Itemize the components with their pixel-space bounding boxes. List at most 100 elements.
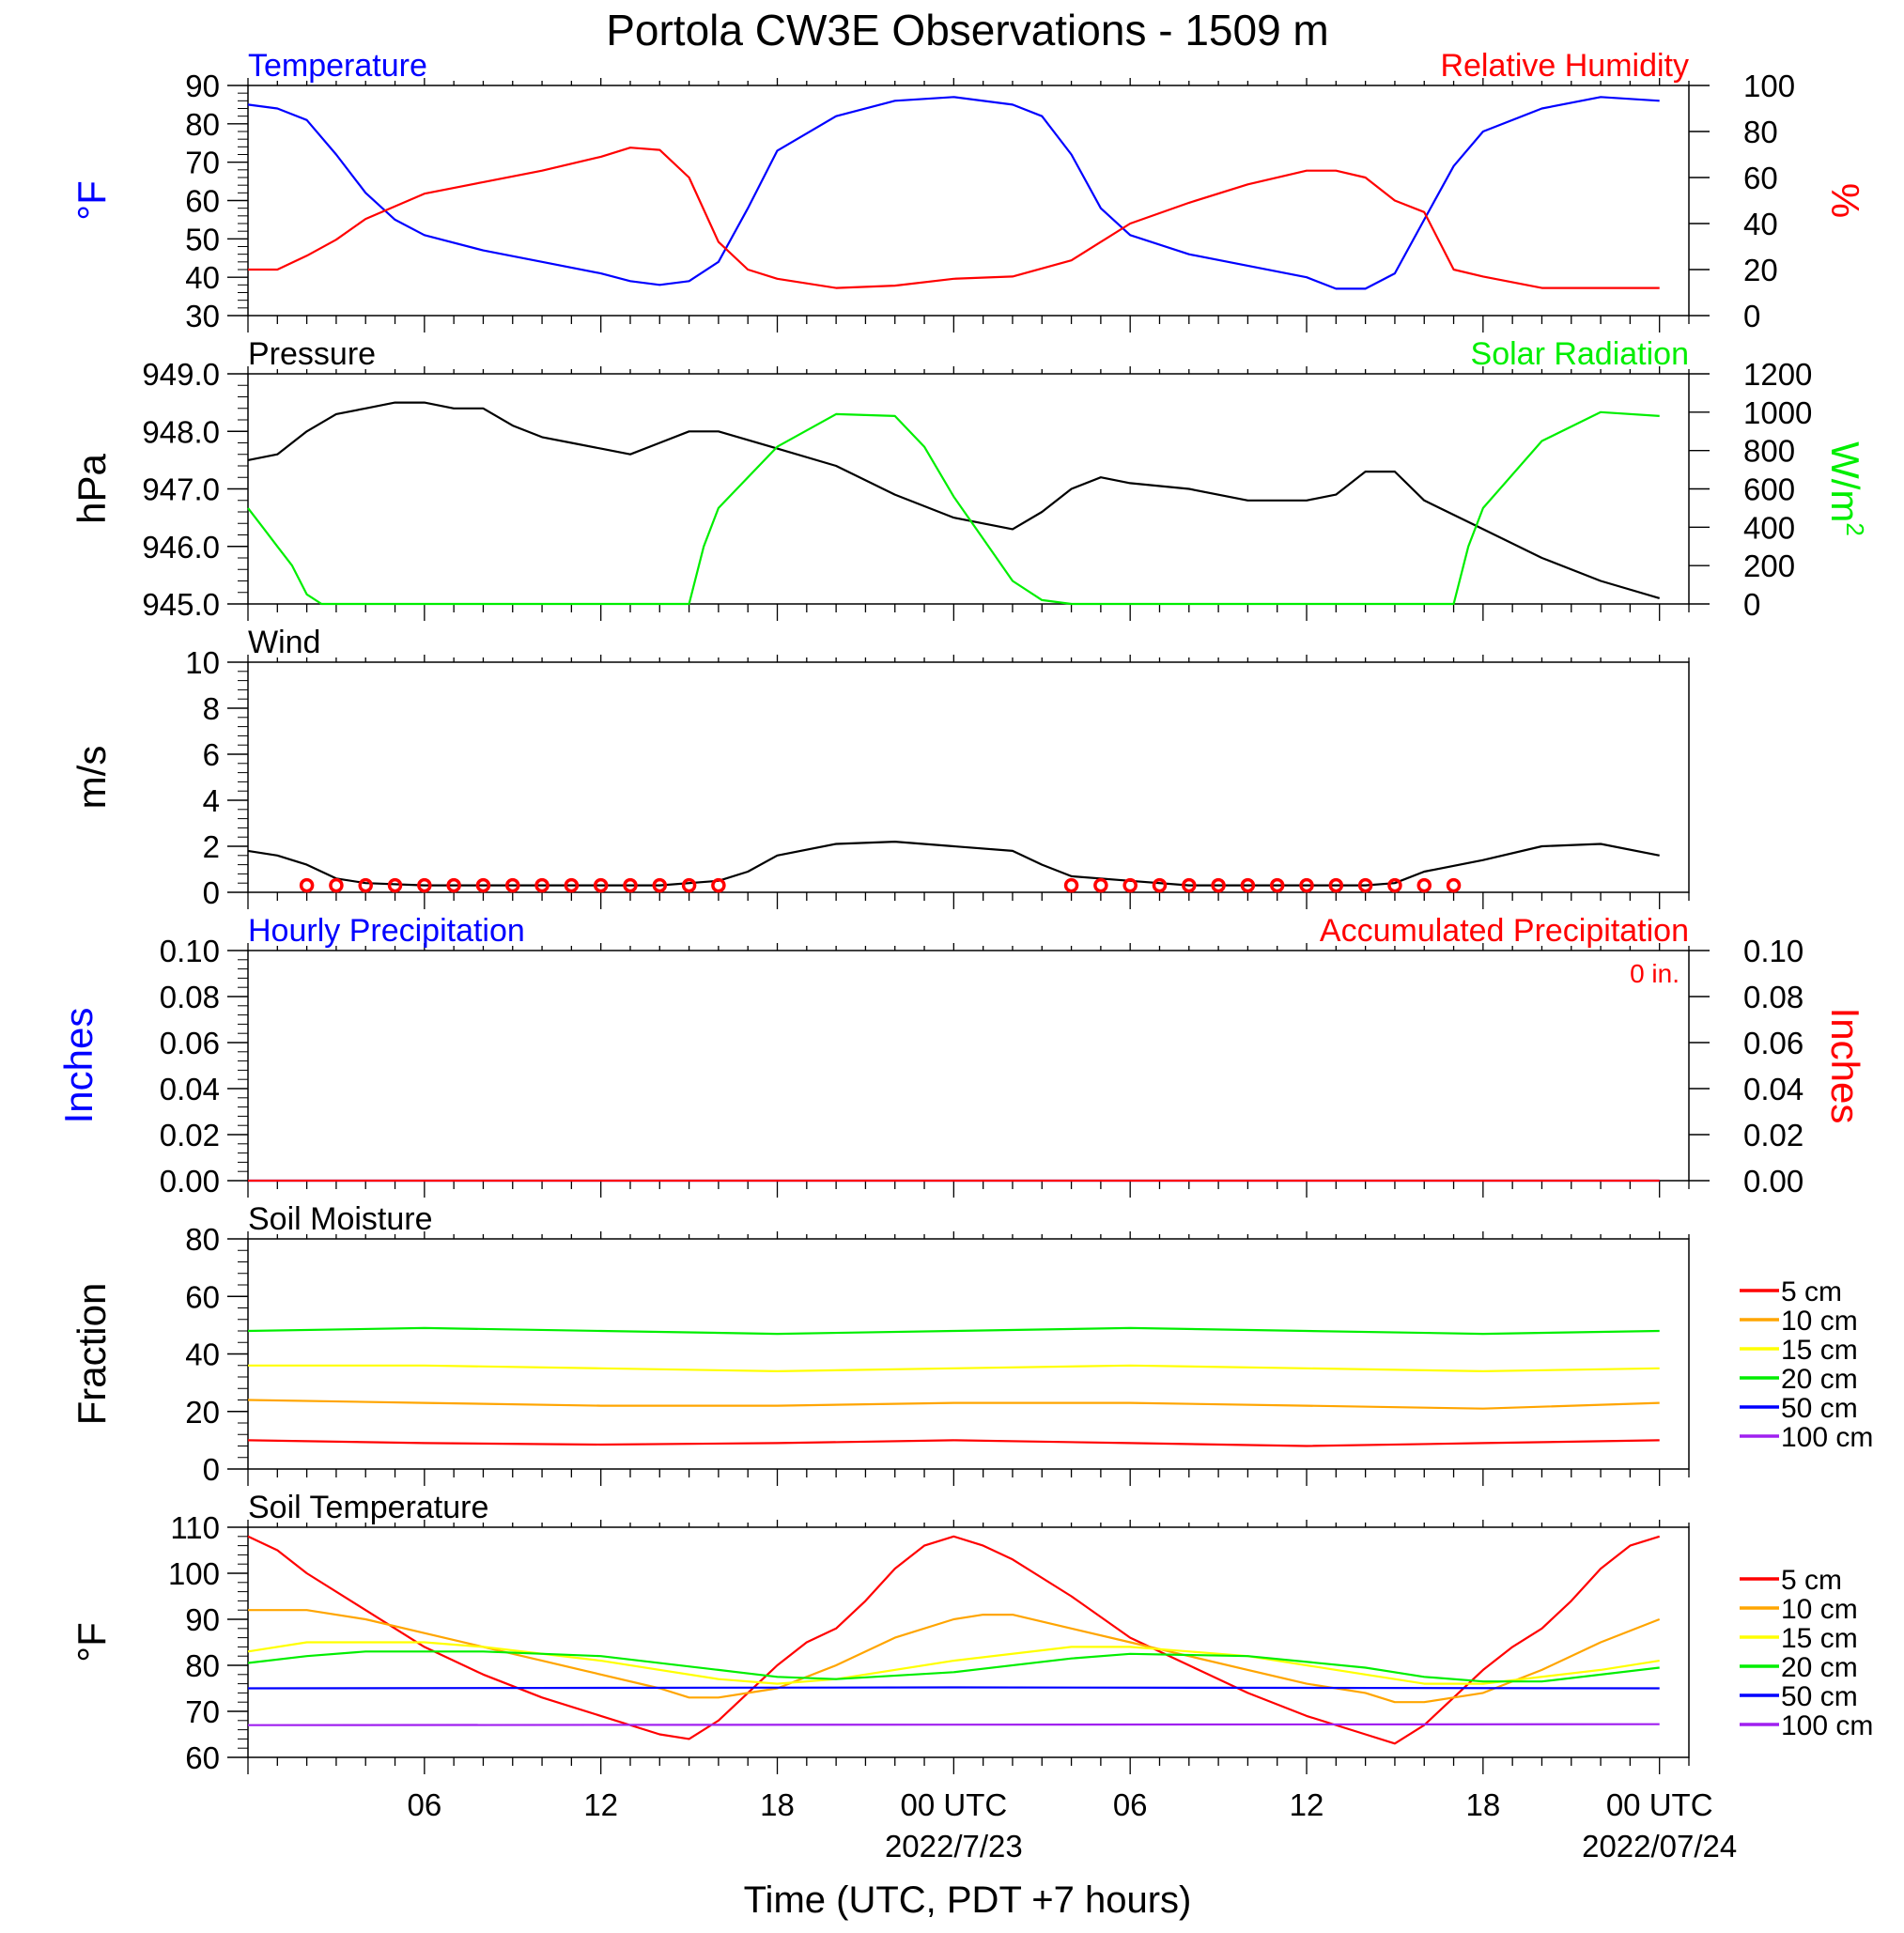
calm-wind-marker [417,877,432,893]
calm-wind-marker [475,877,491,893]
panel-left-title: Pressure [248,336,376,372]
y-tick-label: 949.0 [142,357,220,392]
legend-label: 50 cm [1781,1681,1858,1712]
panel-right-title: Solar Radiation [1471,336,1689,372]
y-tick-label: 948.0 [142,414,220,449]
calm-wind-marker [1211,877,1226,893]
y-tick-label: 80 [185,107,220,142]
x-tick-label: 18 [760,1787,795,1822]
y-tick-label: 0 [203,875,220,910]
x-tick-date-label: 2022/7/23 [885,1829,1023,1863]
series-line [247,1650,1660,1683]
calm-wind-marker [1299,877,1314,893]
calm-wind-marker [1093,877,1108,893]
legend-label: 10 cm [1781,1594,1858,1625]
calm-wind-marker [329,877,344,893]
panel-left-title: Temperature [248,48,427,84]
series-line [247,1641,1660,1685]
y-tick-label: 90 [185,69,220,103]
y-tick-label: 0.06 [160,1026,220,1060]
calm-wind-marker [1063,877,1079,893]
series-line [247,410,1660,606]
calm-wind-marker [1387,877,1402,893]
y-tick-label: 90 [185,1602,220,1637]
y-axis-label: Fraction [70,1283,114,1426]
y-tick-label: 0.10 [160,934,220,968]
y-tick-label: 80 [185,1222,220,1257]
legend-label: 50 cm [1781,1393,1858,1424]
y-tick-label-right: 0 [1743,299,1760,333]
calm-wind-marker [1357,877,1373,893]
y-tick-label: 0.08 [160,980,220,1014]
y-tick-label-right: 600 [1743,472,1795,507]
series-line [247,1399,1660,1410]
panel-6: 60 70 80 90 100 110 Soil Temperature °F [70,1490,1690,1775]
calm-wind-marker [1416,877,1432,893]
y-tick-label: 945.0 [142,587,220,622]
y-tick-label: 0 [203,1452,220,1487]
y-axis-label: hPa [70,453,114,523]
calm-wind-marker [1240,877,1256,893]
calm-wind-marker [1446,877,1462,893]
y-tick-label: 0.04 [160,1072,220,1106]
calm-wind-marker [1328,877,1344,893]
y-tick-label: 0.00 [160,1164,220,1198]
y-tick-label: 40 [185,260,220,295]
x-tick-label: 06 [1113,1787,1148,1822]
y-tick-label-right: 0 [1743,587,1760,622]
y-tick-label-right: 0.02 [1743,1118,1803,1152]
series-line [248,147,1660,289]
y-tick-label: 6 [203,737,220,772]
plot-frame [247,661,1690,893]
y-tick-label: 60 [185,184,220,219]
y-tick-label: 70 [185,1694,220,1729]
calm-wind-marker [711,877,726,893]
legend-label: 15 cm [1781,1623,1858,1654]
panel-right-title: Accumulated Precipitation [1320,913,1689,949]
y-tick-label-right: 80 [1743,115,1778,149]
calm-wind-marker [593,877,609,893]
calm-wind-marker [1152,877,1168,893]
legend-label: 100 cm [1781,1422,1873,1453]
y-tick-label: 30 [185,299,220,333]
plot-frame [247,85,1690,317]
legend-label: 10 cm [1781,1306,1858,1337]
y-tick-label: 2 [203,829,220,864]
legend-label: 20 cm [1781,1652,1858,1683]
superscript-2: 2 [1841,522,1869,535]
x-tick-label: 12 [1290,1787,1324,1822]
y-axis-label: °F [70,180,114,220]
x-axis-label: Time (UTC, PDT +7 hours) [744,1879,1192,1921]
accum-precip-value: 0 in. [1630,959,1680,988]
panel-left-title: Soil Temperature [248,1490,488,1525]
x-tick-date-label: 2022/07/24 [1582,1829,1737,1863]
plot-frame [247,1526,1690,1758]
legend-label: 20 cm [1781,1364,1858,1395]
y-tick-label-right: 0.10 [1743,934,1803,968]
panel-5: 0 20 40 60 80 Soil Moisture Fraction [70,1201,1690,1487]
calm-wind-marker [1182,877,1197,893]
y-tick-label-right: 0.06 [1743,1026,1803,1060]
y-tick-label: 80 [185,1648,220,1683]
y-tick-label-right: 200 [1743,549,1795,583]
series-line [247,96,1660,290]
series-line [247,401,1661,599]
series-line [247,1686,1660,1690]
y-tick-label: 10 [185,645,220,680]
y-tick-label-right: 40 [1743,207,1778,241]
x-tick-label: 00 UTC [900,1787,1007,1822]
panel-3: 0 2 4 6 8 10 Wind m/s [70,625,1690,910]
y-tick-label-right: 1200 [1743,357,1812,392]
calm-wind-marker [623,877,638,893]
y-axis-label: °F [70,1622,114,1662]
y-tick-label: 4 [203,783,220,818]
calm-wind-marker [387,877,403,893]
series-line [247,1439,1660,1447]
y-tick-label: 947.0 [142,472,220,507]
legend-label: 5 cm [1781,1565,1842,1596]
series-line [247,1723,1660,1726]
